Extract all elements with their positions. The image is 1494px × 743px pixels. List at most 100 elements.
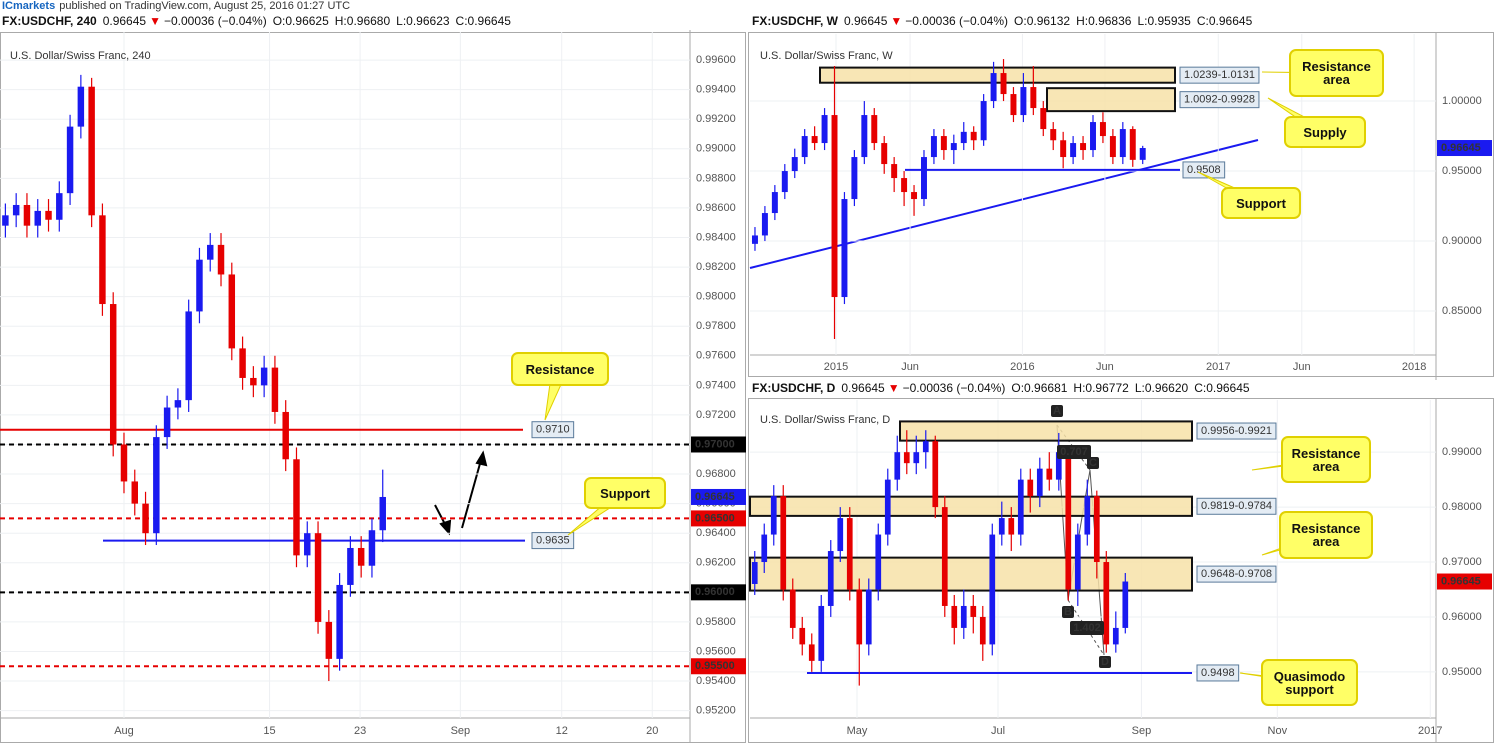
symbol: FX:USDCHF, D (752, 381, 836, 395)
candle-body (881, 143, 888, 165)
y-tick-label: 0.95200 (696, 705, 736, 717)
candle-body (930, 136, 937, 158)
level-label: 0.9635 (536, 534, 570, 546)
candle-body (1020, 87, 1027, 116)
zone (749, 495, 1193, 517)
candle-body (1093, 496, 1100, 563)
change: −0.00036 (−0.04%) (903, 381, 1006, 395)
level-label-box (531, 421, 575, 439)
y-tick-label: 0.99000 (696, 143, 736, 155)
x-tick-label: Aug (114, 725, 134, 737)
callout: Resistance area (1302, 59, 1371, 87)
candle-body (831, 115, 838, 298)
candle-body (808, 644, 815, 661)
arrow (461, 459, 482, 529)
candle-body (23, 204, 31, 226)
ohlc: H:0.96772 (1073, 381, 1129, 395)
candle-body (1122, 581, 1129, 628)
y-tick-label: 0.96000 (1442, 611, 1482, 623)
y-tick-label: 0.90000 (1442, 235, 1482, 247)
ohlc: L:0.96620 (1135, 381, 1189, 395)
candle-body (271, 367, 279, 412)
zone-label: 0.9819-0.9784 (1201, 500, 1272, 512)
candle-body (875, 534, 882, 590)
last-price: 0.96645 (695, 491, 735, 503)
y-tick-label: 1.00000 (1442, 95, 1482, 107)
candle-body (228, 274, 236, 349)
candle-body (260, 367, 268, 386)
y-tick-label: 0.95400 (696, 675, 736, 687)
candle-body (801, 136, 808, 158)
price-box (691, 658, 746, 675)
x-tick-label: Nov (1268, 725, 1288, 737)
candle-body (34, 210, 41, 226)
ohlc: L:0.95935 (1137, 14, 1191, 28)
candle-body (1065, 452, 1072, 590)
zone-label-box (1196, 565, 1277, 583)
candle-body (884, 479, 891, 535)
pattern-point: A (1053, 405, 1061, 417)
candle-body (901, 178, 908, 193)
y-tick-label: 0.97200 (696, 409, 736, 421)
x-tick-label: Jul (991, 725, 1005, 737)
y-tick-label: 0.97400 (696, 379, 736, 391)
zone-label: 0.9956-0.9921 (1201, 425, 1272, 437)
callout: Resistance area (1292, 522, 1361, 548)
level-label: 0.9498 (1201, 667, 1235, 679)
candle-body (990, 73, 997, 102)
candle-body (131, 481, 138, 504)
y-tick-label: 0.97800 (696, 320, 736, 332)
candle-body (979, 616, 986, 645)
callout-text: Resistance area (1302, 59, 1371, 87)
candle-body (1036, 468, 1043, 497)
candle-body (903, 452, 910, 464)
callout: Quasimodo support (1274, 670, 1346, 696)
candle-body (811, 136, 818, 144)
pattern-point-box (1087, 457, 1099, 469)
candle-body (1060, 140, 1067, 158)
y-tick-label: 0.99200 (696, 113, 736, 125)
y-tick-label: 0.96400 (696, 527, 736, 539)
last-price: 0.96645 (1441, 575, 1481, 587)
zone (749, 556, 1193, 592)
chart-header: FX:USDCHF, W 0.96645 ▼ −0.00036 (−0.04%) O:0… (752, 14, 1253, 28)
arrow-head (439, 519, 452, 536)
candle-body (951, 605, 958, 628)
quote: 0.96645 (841, 381, 885, 395)
y-tick-label: 0.97000 (1442, 556, 1482, 568)
candle-body (1055, 452, 1062, 480)
callout-box (1279, 511, 1373, 559)
candle-body (163, 407, 171, 438)
callout: Supply (1303, 126, 1346, 139)
candle-body (771, 192, 778, 214)
y-tick-label: 0.98000 (696, 291, 736, 303)
zone-label-box (1179, 66, 1260, 84)
quote: 0.96645 (844, 14, 888, 28)
symbol: FX:USDCHF, W (752, 14, 839, 28)
candle-body (770, 496, 777, 535)
chart-header: FX:USDCHF, D 0.96645 ▼ −0.00036 (−0.04%) O:0… (752, 381, 1250, 395)
pattern-ratio: 1.402 (1073, 622, 1101, 634)
x-tick-label: Jun (1293, 361, 1311, 373)
candle-body (1030, 87, 1037, 109)
y-tick-label: 0.99400 (696, 84, 736, 96)
candle-body (347, 547, 354, 585)
ohlc: O:0.96681 (1011, 381, 1067, 395)
pattern-ratio: 0.707 (1060, 446, 1088, 458)
callout-box (1281, 436, 1371, 483)
y-tick-label: 0.98200 (696, 261, 736, 273)
x-tick-label: 2017 (1418, 725, 1442, 737)
zone-label-box (1196, 422, 1277, 440)
callout-box (511, 352, 609, 386)
chart-title: U.S. Dollar/Swiss Franc, 240 (10, 50, 151, 62)
ohlc: H:0.96836 (1076, 14, 1132, 28)
callout-box (584, 477, 666, 509)
y-tick-label: 0.98000 (1442, 501, 1482, 513)
level-label: 0.9710 (536, 424, 570, 436)
candle-body (174, 400, 182, 408)
y-tick-label: 0.97600 (696, 350, 736, 362)
candle-body (780, 496, 787, 590)
candle-body (791, 157, 798, 172)
x-tick-label: 23 (354, 725, 366, 737)
zone (819, 66, 1176, 84)
